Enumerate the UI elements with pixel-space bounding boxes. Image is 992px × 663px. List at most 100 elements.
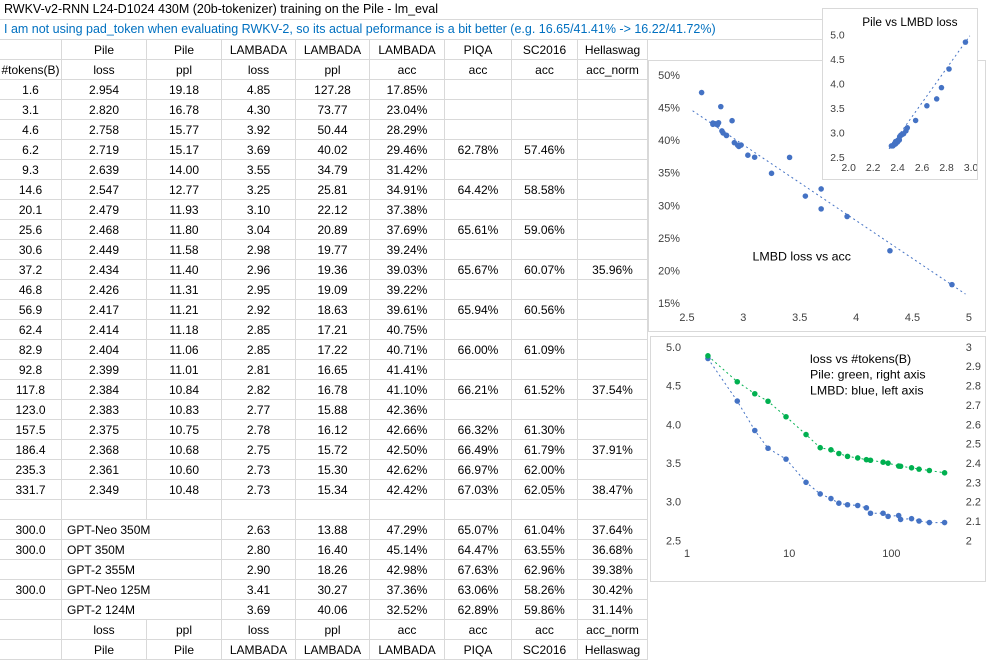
table-cell[interactable]: 2.78 bbox=[222, 420, 296, 440]
table-cell[interactable]: 62.78% bbox=[445, 140, 512, 160]
table-cell[interactable]: 2.547 bbox=[62, 180, 147, 200]
table-cell[interactable]: 29.46% bbox=[370, 140, 445, 160]
table-cell[interactable]: 67.03% bbox=[445, 480, 512, 500]
table-cell[interactable]: 42.50% bbox=[370, 440, 445, 460]
table-cell-empty[interactable] bbox=[578, 120, 648, 140]
table-cell[interactable]: 59.06% bbox=[512, 220, 578, 240]
table-cell[interactable]: 2.75 bbox=[222, 440, 296, 460]
table-cell[interactable]: PIQA bbox=[445, 640, 512, 660]
table-cell[interactable]: 331.7 bbox=[0, 480, 62, 500]
table-cell[interactable]: 60.56% bbox=[512, 300, 578, 320]
table-cell[interactable]: acc bbox=[445, 620, 512, 640]
table-cell-empty[interactable] bbox=[0, 40, 62, 60]
table-cell[interactable]: LAMBADA bbox=[222, 40, 296, 60]
table-cell[interactable]: 235.3 bbox=[0, 460, 62, 480]
table-cell[interactable]: 31.14% bbox=[578, 600, 648, 620]
table-cell[interactable]: GPT-Neo 350M bbox=[62, 520, 222, 540]
table-cell[interactable]: 2.383 bbox=[62, 400, 147, 420]
table-cell[interactable]: 67.63% bbox=[445, 560, 512, 580]
table-cell[interactable]: 2.90 bbox=[222, 560, 296, 580]
table-cell[interactable]: 37.36% bbox=[370, 580, 445, 600]
table-cell[interactable]: 40.06 bbox=[296, 600, 370, 620]
table-cell[interactable]: 37.69% bbox=[370, 220, 445, 240]
table-cell[interactable]: 2.63 bbox=[222, 520, 296, 540]
table-cell-empty[interactable] bbox=[578, 420, 648, 440]
table-cell[interactable]: 2.92 bbox=[222, 300, 296, 320]
table-cell[interactable]: 2.73 bbox=[222, 460, 296, 480]
table-cell[interactable]: 58.26% bbox=[512, 580, 578, 600]
table-cell[interactable]: 2.375 bbox=[62, 420, 147, 440]
table-cell[interactable]: 41.41% bbox=[370, 360, 445, 380]
table-cell[interactable]: 62.96% bbox=[512, 560, 578, 580]
table-cell[interactable]: 63.55% bbox=[512, 540, 578, 560]
table-cell[interactable]: 300.0 bbox=[0, 540, 62, 560]
table-cell-empty[interactable] bbox=[578, 160, 648, 180]
table-cell[interactable]: 16.40 bbox=[296, 540, 370, 560]
table-cell[interactable]: 42.62% bbox=[370, 460, 445, 480]
table-cell-empty[interactable] bbox=[578, 80, 648, 100]
table-cell[interactable]: 3.04 bbox=[222, 220, 296, 240]
table-cell[interactable]: 157.5 bbox=[0, 420, 62, 440]
table-cell-empty[interactable] bbox=[578, 500, 648, 520]
table-cell[interactable]: loss bbox=[222, 620, 296, 640]
table-cell-empty[interactable] bbox=[578, 240, 648, 260]
table-cell[interactable]: acc bbox=[512, 60, 578, 80]
table-cell[interactable]: 65.61% bbox=[445, 220, 512, 240]
table-cell[interactable]: 37.38% bbox=[370, 200, 445, 220]
table-cell[interactable]: loss bbox=[222, 60, 296, 80]
table-cell[interactable]: 20.1 bbox=[0, 200, 62, 220]
table-cell[interactable]: 37.54% bbox=[578, 380, 648, 400]
table-cell[interactable]: 186.4 bbox=[0, 440, 62, 460]
table-cell[interactable]: LAMBADA bbox=[296, 640, 370, 660]
table-cell[interactable]: 30.6 bbox=[0, 240, 62, 260]
table-cell[interactable]: 2.954 bbox=[62, 80, 147, 100]
table-cell[interactable]: 40.02 bbox=[296, 140, 370, 160]
table-cell-empty[interactable] bbox=[578, 300, 648, 320]
table-cell-empty[interactable] bbox=[512, 80, 578, 100]
table-cell-empty[interactable] bbox=[512, 280, 578, 300]
table-cell[interactable]: 2.399 bbox=[62, 360, 147, 380]
table-cell[interactable]: 35.96% bbox=[578, 260, 648, 280]
table-cell[interactable]: 45.14% bbox=[370, 540, 445, 560]
table-cell[interactable]: 34.79 bbox=[296, 160, 370, 180]
table-cell[interactable]: LAMBADA bbox=[296, 40, 370, 60]
table-cell[interactable]: 66.21% bbox=[445, 380, 512, 400]
table-cell[interactable]: 9.3 bbox=[0, 160, 62, 180]
table-cell[interactable]: 28.29% bbox=[370, 120, 445, 140]
table-cell[interactable]: LAMBADA bbox=[370, 40, 445, 60]
table-cell[interactable]: 60.07% bbox=[512, 260, 578, 280]
table-cell[interactable]: Hellaswag bbox=[578, 640, 648, 660]
table-cell[interactable]: 16.65 bbox=[296, 360, 370, 380]
table-cell[interactable]: 61.09% bbox=[512, 340, 578, 360]
table-cell[interactable]: 11.18 bbox=[147, 320, 222, 340]
table-cell[interactable]: 92.8 bbox=[0, 360, 62, 380]
table-cell[interactable]: 2.479 bbox=[62, 200, 147, 220]
table-cell-empty[interactable] bbox=[147, 500, 222, 520]
table-cell[interactable]: 4.6 bbox=[0, 120, 62, 140]
table-cell[interactable]: Pile bbox=[62, 40, 147, 60]
table-cell-empty[interactable] bbox=[0, 560, 62, 580]
table-cell[interactable]: 123.0 bbox=[0, 400, 62, 420]
table-cell-empty[interactable] bbox=[445, 500, 512, 520]
table-cell-empty[interactable] bbox=[445, 280, 512, 300]
table-cell[interactable]: 61.30% bbox=[512, 420, 578, 440]
table-cell[interactable]: 31.42% bbox=[370, 160, 445, 180]
table-cell-empty[interactable] bbox=[445, 320, 512, 340]
table-cell[interactable]: 19.18 bbox=[147, 80, 222, 100]
table-cell[interactable]: 2.80 bbox=[222, 540, 296, 560]
table-cell[interactable]: 2.77 bbox=[222, 400, 296, 420]
table-cell[interactable]: 2.384 bbox=[62, 380, 147, 400]
table-cell-empty[interactable] bbox=[578, 400, 648, 420]
table-cell[interactable]: 65.67% bbox=[445, 260, 512, 280]
table-cell[interactable]: 59.86% bbox=[512, 600, 578, 620]
table-cell[interactable]: 19.77 bbox=[296, 240, 370, 260]
table-cell[interactable]: 17.22 bbox=[296, 340, 370, 360]
table-cell-empty[interactable] bbox=[445, 240, 512, 260]
table-cell-empty[interactable] bbox=[578, 360, 648, 380]
sheet-title[interactable]: RWKV-v2-RNN L24-D1024 430M (20b-tokenize… bbox=[0, 0, 822, 20]
table-cell[interactable]: acc bbox=[445, 60, 512, 80]
table-cell[interactable]: 2.349 bbox=[62, 480, 147, 500]
table-cell[interactable]: Pile bbox=[147, 40, 222, 60]
table-cell[interactable]: 30.42% bbox=[578, 580, 648, 600]
table-cell[interactable]: 11.93 bbox=[147, 200, 222, 220]
